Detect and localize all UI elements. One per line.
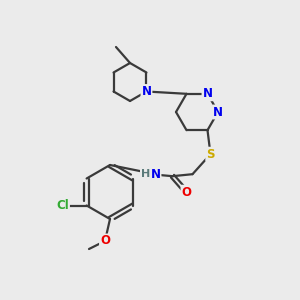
Text: H: H (141, 169, 150, 179)
Text: N: N (202, 87, 212, 100)
Text: O: O (182, 186, 191, 199)
Text: S: S (206, 148, 215, 161)
Text: Cl: Cl (56, 199, 69, 212)
Text: N: N (213, 106, 223, 118)
Text: O: O (100, 235, 110, 248)
Text: N: N (151, 168, 160, 181)
Text: N: N (142, 85, 152, 98)
